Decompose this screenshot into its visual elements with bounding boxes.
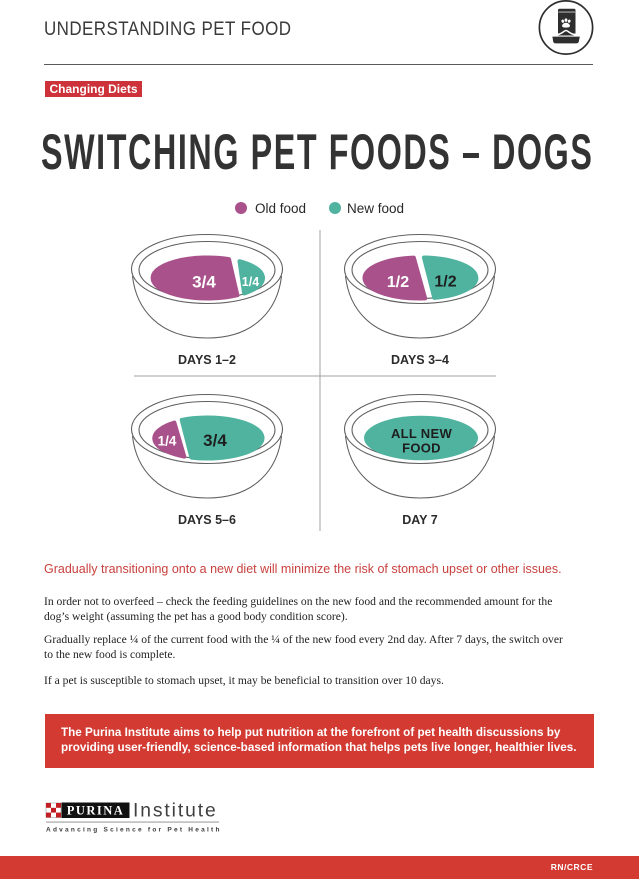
- svg-text:DAYS 1–2: DAYS 1–2: [178, 353, 236, 367]
- svg-text:FOOD: FOOD: [402, 441, 441, 456]
- svg-text:DAY 7: DAY 7: [402, 513, 437, 527]
- svg-text:3/4: 3/4: [192, 273, 216, 292]
- svg-text:DAYS 3–4: DAYS 3–4: [391, 353, 449, 367]
- svg-text:1/2: 1/2: [387, 274, 409, 291]
- svg-text:1/4: 1/4: [158, 434, 177, 449]
- svg-text:3/4: 3/4: [203, 431, 227, 450]
- svg-text:1/2: 1/2: [434, 274, 456, 291]
- svg-text:Advancing Science for Pet Heal: Advancing Science for Pet Health: [46, 826, 222, 833]
- svg-text:ALL NEW: ALL NEW: [391, 426, 453, 441]
- svg-text:1/4: 1/4: [242, 275, 259, 289]
- svg-text:DAYS 5–6: DAYS 5–6: [178, 513, 236, 527]
- svg-text:PURINA: PURINA: [67, 804, 125, 818]
- svg-text:Institute: Institute: [133, 801, 218, 822]
